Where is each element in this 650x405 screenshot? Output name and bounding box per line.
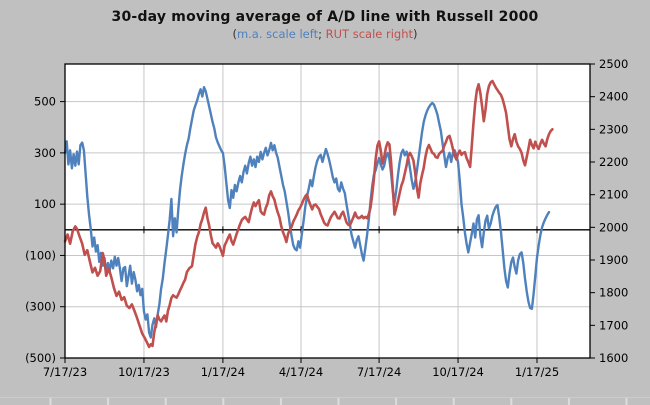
series-line-rut [63,79,554,349]
left-axis-label: (500) [25,351,56,365]
subtitle-open-paren: ( [232,27,237,41]
x-tick-label: 1/17/24 [201,365,245,379]
x-tick-label: 4/17/24 [279,365,323,379]
right-axis-label: 2400 [599,90,628,104]
right-axis-label: 2100 [599,188,628,202]
subtitle-separator: ; [318,27,326,41]
subtitle-rut-scale-label: RUT scale right [325,27,414,41]
plot-border [64,63,591,359]
right-axis-label: 2000 [599,220,628,234]
x-tick-label: 7/17/23 [43,365,87,379]
left-axis-label: 300 [34,146,56,160]
left-axis-label: (300) [25,300,56,314]
x-tick-label: 1/17/25 [515,365,559,379]
chart-title: 30-day moving average of A/D line with R… [111,9,539,25]
chart-subtitle: (m.a. scale left; RUT scale right) [0,27,650,41]
right-axis-label: 1600 [599,351,628,365]
right-axis-label: 1800 [599,286,628,300]
right-axis-label: 1900 [599,253,628,267]
subtitle-ma-scale-label: m.a. scale left [236,27,319,41]
left-axis-label: (100) [25,248,56,262]
right-axis-label: 1700 [599,318,628,332]
right-axis-label: 2300 [599,122,628,136]
right-axis-label: 2500 [599,57,628,71]
x-tick-label: 7/17/24 [357,365,401,379]
right-axis-label: 2200 [599,155,628,169]
left-axis-label: 100 [34,197,56,211]
plot-area [65,64,590,358]
x-tick-label: 10/17/23 [118,365,170,379]
x-tick-label: 10/17/24 [432,365,484,379]
subtitle-close-paren: ) [413,27,418,41]
left-axis-label: 500 [34,95,56,109]
